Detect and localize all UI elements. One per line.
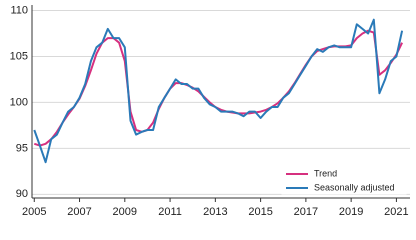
- legend-box: [281, 167, 407, 195]
- x-tick-label: 2013: [203, 206, 227, 218]
- page: {"chart_data": {"type": "line", "x": [20…: [9, 4, 410, 218]
- x-tick-label: 2017: [294, 206, 318, 218]
- legend-label: Seasonally adjusted: [314, 182, 395, 192]
- x-tick-label: 2007: [67, 206, 91, 218]
- y-tick-label: 110: [10, 4, 28, 16]
- x-tick-label: 2009: [113, 206, 137, 218]
- legend: Trend Seasonally adjusted: [281, 167, 407, 195]
- x-tick-label: 2019: [339, 206, 363, 218]
- x-tick-label: 2015: [248, 206, 272, 218]
- chart: 90 95 100 105 110 2005 2007 2009 2011 2013 2015 201…: [10, 4, 410, 218]
- y-tick-label: 105: [10, 50, 28, 62]
- y-tick-label: 100: [10, 96, 28, 108]
- x-tick-label: 2005: [22, 206, 46, 218]
- y-tick-label: 95: [16, 142, 28, 154]
- legend-label: Trend: [314, 168, 337, 178]
- y-tick-label: 90: [16, 188, 28, 200]
- x-tick-label: 2011: [158, 206, 182, 218]
- x-tick-label: 2021: [384, 206, 408, 218]
- series-line: [33, 18, 404, 164]
